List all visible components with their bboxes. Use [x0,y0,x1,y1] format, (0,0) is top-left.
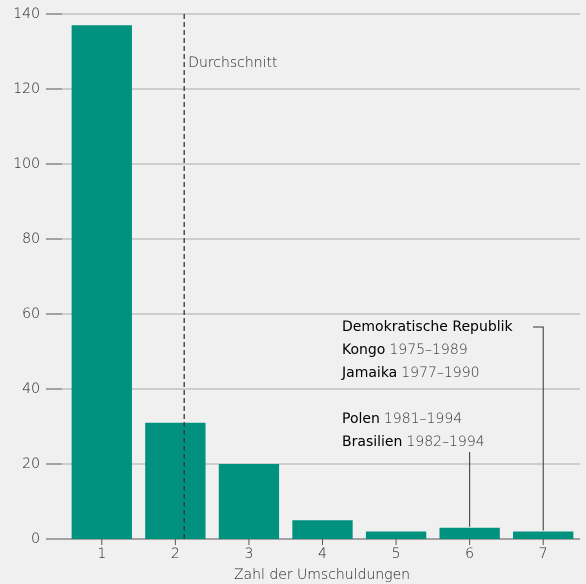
y-tick-label: 120 [13,81,40,97]
bar [365,531,427,539]
x-tick-label: 3 [244,546,253,562]
bar [218,464,280,539]
annotation-years: 1975–1989 [389,342,467,358]
x-tick-label: 6 [465,546,474,562]
y-tick-label: 80 [22,231,40,247]
y-tick-label: 0 [31,531,40,547]
bar [513,531,574,539]
y-tick-label: 60 [22,306,40,322]
annotation-name: Kongo [342,342,385,358]
bar [145,422,206,539]
annotation-years: 1981–1994 [384,411,462,427]
annotation-years: 1982–1994 [406,434,484,450]
annotation-name: Polen [342,411,380,427]
annotation-line: Kongo 1975–1989 [342,342,468,358]
annotation-name: Jamaika [341,365,397,381]
bar [439,527,500,539]
bar [292,520,353,539]
bar [71,25,132,539]
x-tick-label: 7 [539,546,548,562]
x-axis-label: Zahl der Umschuldungen [234,567,410,583]
annotation-name: Demokratische Republik [342,319,513,335]
x-tick-label: 5 [392,546,401,562]
annotation-line: Demokratische Republik [342,319,513,335]
annotation-line: Jamaika 1977–1990 [341,365,480,381]
x-tick-label: 4 [318,546,327,562]
annotation-line: Brasilien 1982–1994 [342,434,485,450]
y-tick-label: 20 [22,456,40,472]
average-label: Durchschnitt [188,55,277,71]
x-tick-label: 2 [171,546,180,562]
annotation-connector [533,326,544,531]
y-tick-label: 140 [13,6,40,22]
annotation-name: Brasilien [342,434,402,450]
annotation-years: 1977–1990 [401,365,479,381]
y-tick-label: 100 [13,156,40,172]
x-tick-label: 1 [97,546,106,562]
y-tick-label: 40 [22,381,40,397]
annotation-line: Polen 1981–1994 [342,411,462,427]
